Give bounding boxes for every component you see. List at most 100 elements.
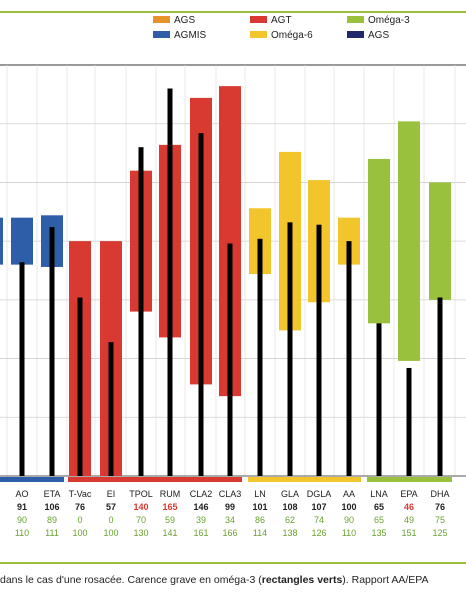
range-high-label: 110 [15,528,29,538]
x-tick-label: LN [254,489,266,499]
range-bar [219,86,241,397]
range-high-label: 135 [371,528,386,538]
range-low-label: 90 [344,515,354,525]
measured-line [316,224,322,476]
legend-swatch [250,16,267,23]
legend-swatch [250,31,267,38]
legend-label: AGS [368,30,389,41]
range-low-label: 89 [47,515,57,525]
x-tick-label: T-Vac [69,489,92,499]
x-tick-label: DGLA [307,489,332,499]
range-low-label: 0 [108,515,113,525]
measured-line [406,367,412,476]
measured-value-label: 140 [133,502,148,512]
legend-label: AGT [271,15,292,26]
range-low-label: 59 [165,515,175,525]
figure-caption: dans le cas d'une rosacée. Carence grave… [0,570,466,590]
measured-line [167,88,173,476]
x-tick-label: AO [15,489,28,499]
legend-swatch [153,16,170,23]
x-tick-label: GLA [281,489,299,499]
group-underlines [0,477,452,482]
chart-frame [0,11,466,564]
caption-bold-text: rectangles verts [261,574,343,586]
legend-label: Oméga-6 [271,30,313,41]
measured-line [77,297,83,476]
range-low-label: 74 [314,515,324,525]
x-tick-label: CLA2 [190,489,213,499]
range-high-label: 166 [222,528,237,538]
measured-value-label: 46 [404,502,414,512]
range-low-label: 90 [17,515,27,525]
caption-text-start: dans le cas d'une rosacée. Carence grave… [0,574,262,586]
legend-label: Oméga-3 [368,15,410,26]
measured-line [376,323,382,476]
x-tick-label: EPA [400,489,417,499]
measured-line [437,297,443,476]
range-bar [0,217,3,265]
measured-lines [19,88,443,476]
range-high-label: 161 [193,528,208,538]
group-underline [367,477,452,482]
range-high-label: 111 [45,528,59,538]
group-underline [0,477,64,482]
range-high-label: 151 [401,528,416,538]
measured-line [108,342,114,476]
range-low-label: 62 [285,515,295,525]
range-low-label: 0 [77,515,82,525]
measured-value-label: 100 [341,502,356,512]
measured-value-label: 107 [311,502,326,512]
measured-value-label: 108 [282,502,297,512]
range-low-label: 39 [196,515,206,525]
axis-labels: AO 91 90 110 ETA 106 89 111 T-Vac 76 0 100 EI 57 0 100 T… [15,489,450,538]
measured-line [198,133,204,476]
legend-label: AGMIS [174,30,207,41]
measured-line [19,262,25,476]
range-high-label: 125 [432,528,447,538]
measured-line [257,238,263,476]
range-low-label: 65 [374,515,384,525]
range-high-label: 100 [103,528,118,538]
range-low-label: 49 [404,515,414,525]
measured-line [227,243,233,476]
x-tick-label: CLA3 [219,489,242,499]
measured-value-label: 57 [106,502,116,512]
legend-swatch [347,31,364,38]
measured-line [138,147,144,476]
range-high-label: 141 [162,528,177,538]
range-low-label: 70 [136,515,146,525]
range-high-label: 126 [311,528,326,538]
range-bar [11,217,33,265]
legend-swatch [153,31,170,38]
x-tick-label: AA [343,489,355,499]
measured-line [49,227,55,476]
range-bar [398,121,420,361]
measured-value-label: 106 [44,502,59,512]
measured-value-label: 76 [435,502,445,512]
range-low-label: 34 [225,515,235,525]
measured-value-label: 99 [225,502,235,512]
group-underline [248,477,361,482]
range-high-label: 100 [72,528,87,538]
range-high-label: 114 [253,528,267,538]
range-bar [429,182,451,300]
range-high-label: 138 [282,528,297,538]
group-underline [68,477,242,482]
x-tick-label: LNA [370,489,388,499]
x-tick-label: RUM [160,489,181,499]
x-tick-label: EI [107,489,116,499]
range-high-label: 130 [133,528,148,538]
range-bar [368,158,390,324]
legend-swatch [347,16,364,23]
x-tick-label: DHA [430,489,449,499]
range-low-label: 86 [255,515,265,525]
range-low-label: 75 [435,515,445,525]
measured-line [346,241,352,476]
measured-value-label: 165 [162,502,177,512]
measured-line [287,222,293,476]
measured-value-label: 65 [374,502,384,512]
measured-value-label: 101 [252,502,267,512]
range-high-label: 110 [342,528,356,538]
